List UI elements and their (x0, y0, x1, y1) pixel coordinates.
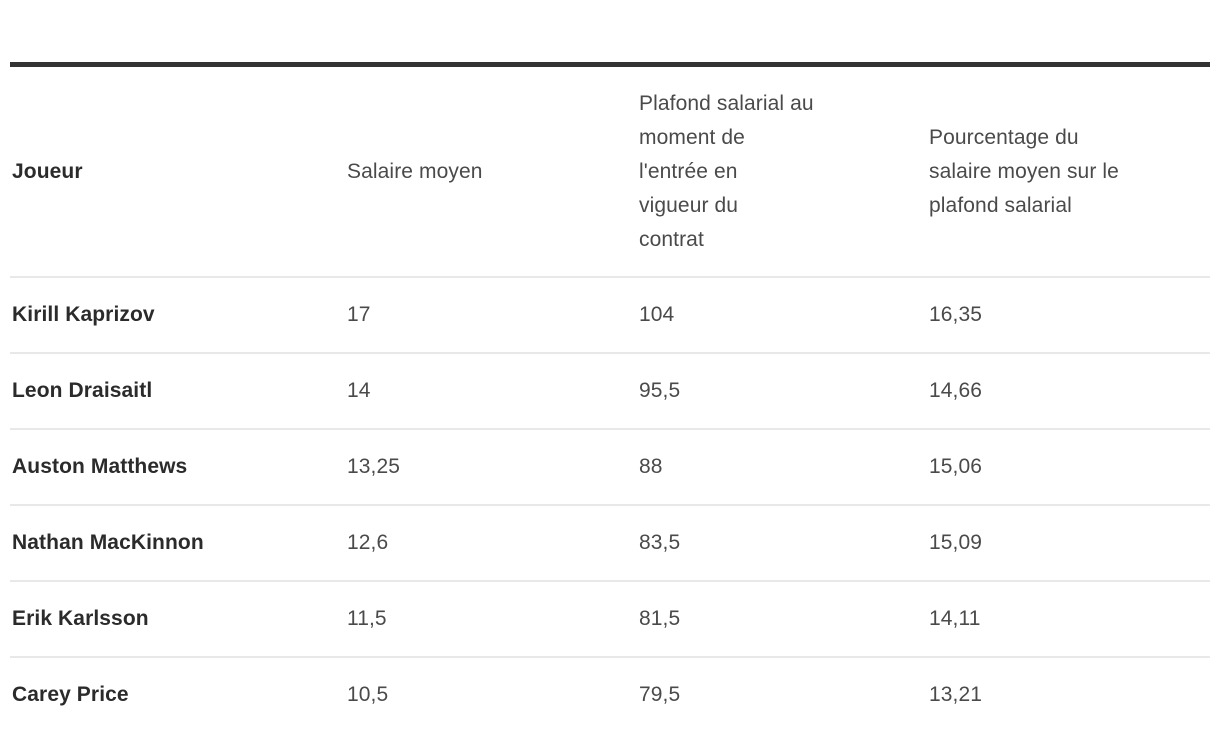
salary-table: Joueur Salaire moyen Plafond salarial au… (10, 62, 1210, 732)
pourcentage-value: 14,66 (929, 379, 983, 402)
plafond-value: 88 (639, 455, 663, 478)
column-header-plafond-salarial: Plafond salarial au moment de l'entrée e… (639, 91, 814, 251)
table-row: Carey Price 10,5 79,5 13,21 (10, 656, 1210, 732)
salaire-moyen-value: 13,25 (347, 455, 401, 478)
table-header-row: Joueur Salaire moyen Plafond salarial au… (10, 67, 1210, 276)
table-row: Nathan MacKinnon 12,6 83,5 15,09 (10, 504, 1210, 580)
table-row: Erik Karlsson 11,5 81,5 14,11 (10, 580, 1210, 656)
table-row: Auston Matthews 13,25 88 15,06 (10, 428, 1210, 504)
plafond-value: 81,5 (639, 607, 681, 630)
player-name: Auston Matthews (12, 455, 188, 478)
plafond-value: 83,5 (639, 531, 681, 554)
pourcentage-value: 16,35 (929, 303, 983, 326)
salaire-moyen-value: 12,6 (347, 531, 389, 554)
player-name: Carey Price (12, 683, 129, 706)
salaire-moyen-value: 14 (347, 379, 371, 402)
salaire-moyen-value: 10,5 (347, 683, 389, 706)
player-name: Nathan MacKinnon (12, 531, 204, 554)
plafond-value: 79,5 (639, 683, 681, 706)
player-name: Kirill Kaprizov (12, 303, 155, 326)
table-row: Kirill Kaprizov 17 104 16,35 (10, 276, 1210, 352)
plafond-value: 95,5 (639, 379, 681, 402)
pourcentage-value: 14,11 (929, 607, 981, 630)
salaire-moyen-value: 17 (347, 303, 371, 326)
player-name: Erik Karlsson (12, 607, 149, 630)
column-header-pourcentage: Pourcentage du salaire moyen sur le plaf… (929, 125, 1119, 217)
player-name: Leon Draisaitl (12, 379, 153, 402)
pourcentage-value: 13,21 (929, 683, 983, 706)
column-header-salaire-moyen: Salaire moyen (347, 159, 483, 183)
column-header-joueur: Joueur (12, 159, 83, 183)
pourcentage-value: 15,09 (929, 531, 983, 554)
salaire-moyen-value: 11,5 (347, 607, 387, 630)
pourcentage-value: 15,06 (929, 455, 983, 478)
table-row: Leon Draisaitl 14 95,5 14,66 (10, 352, 1210, 428)
plafond-value: 104 (639, 303, 675, 326)
